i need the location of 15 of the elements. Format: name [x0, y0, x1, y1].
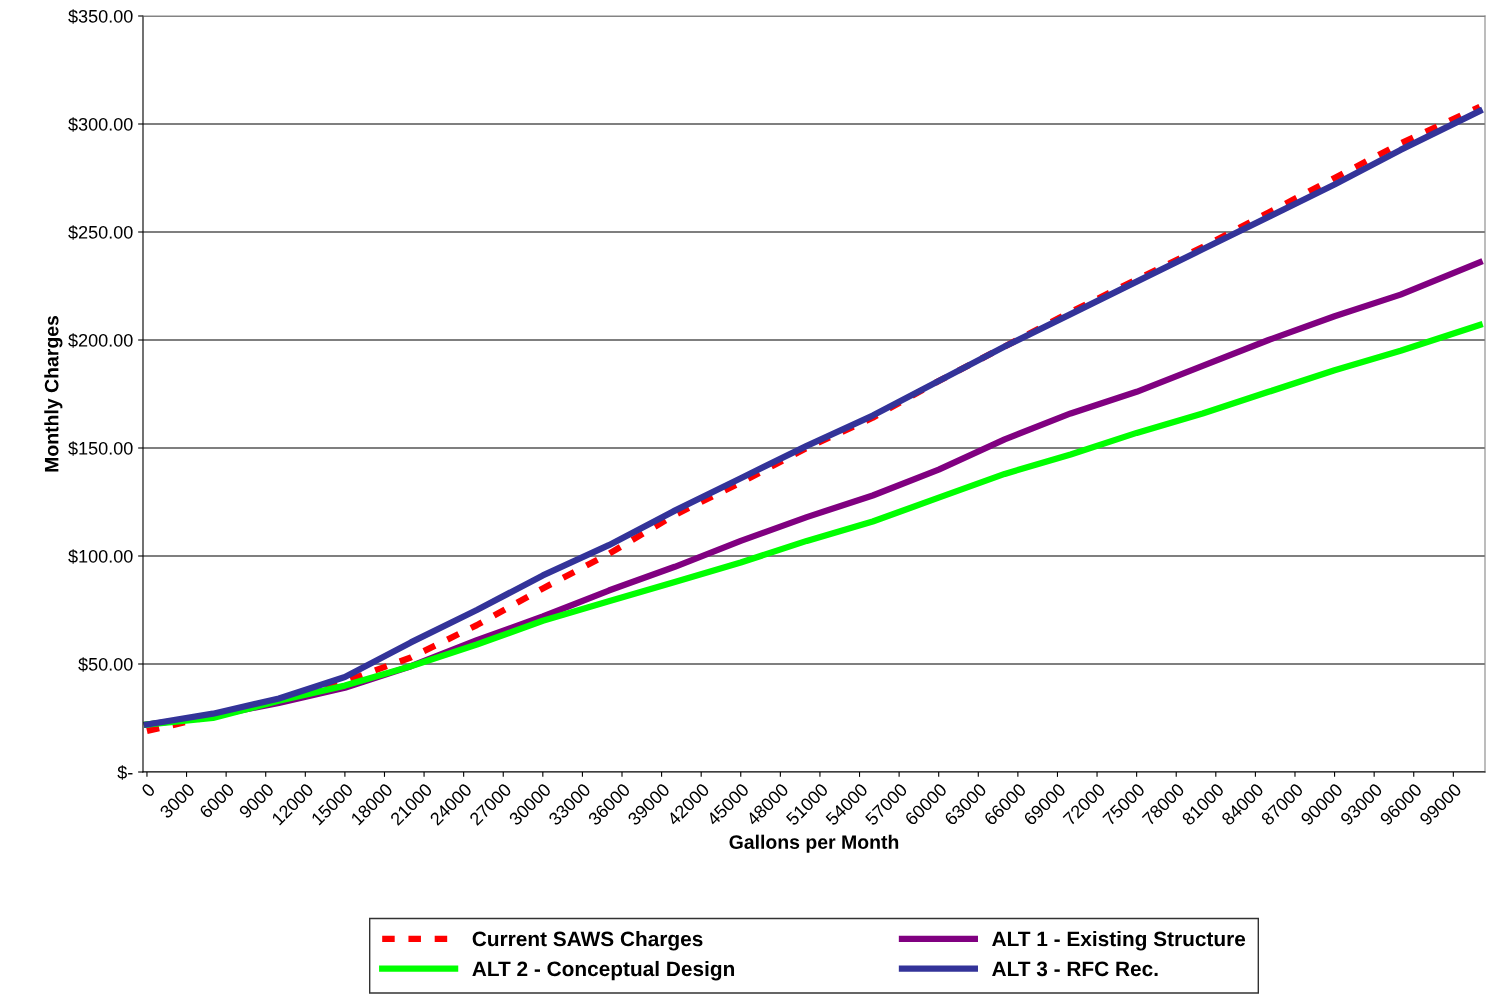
y-tick-label: $- — [117, 765, 133, 780]
y-tick-label: $150.00 — [68, 441, 133, 456]
y-tick-label: $250.00 — [68, 225, 133, 240]
legend-label: ALT 3 - RFC Rec. — [992, 961, 1158, 977]
y-tick-label: $100.00 — [68, 549, 133, 564]
y-tick-label: $200.00 — [68, 333, 133, 348]
legend-label: ALT 1 - Existing Structure — [992, 931, 1246, 951]
legend-label: ALT 2 - Conceptual Design — [472, 960, 735, 981]
y-axis-title: Monthly Charges — [44, 315, 63, 472]
legend-label: Current SAWS Charges — [472, 931, 703, 951]
x-axis-title: Gallons per Month — [729, 834, 899, 853]
y-tick-label: $50.00 — [78, 657, 133, 672]
y-tick-label: $350.00 — [68, 9, 133, 24]
y-tick-label: $300.00 — [68, 117, 133, 132]
x-tick-label: 0 — [140, 782, 156, 798]
